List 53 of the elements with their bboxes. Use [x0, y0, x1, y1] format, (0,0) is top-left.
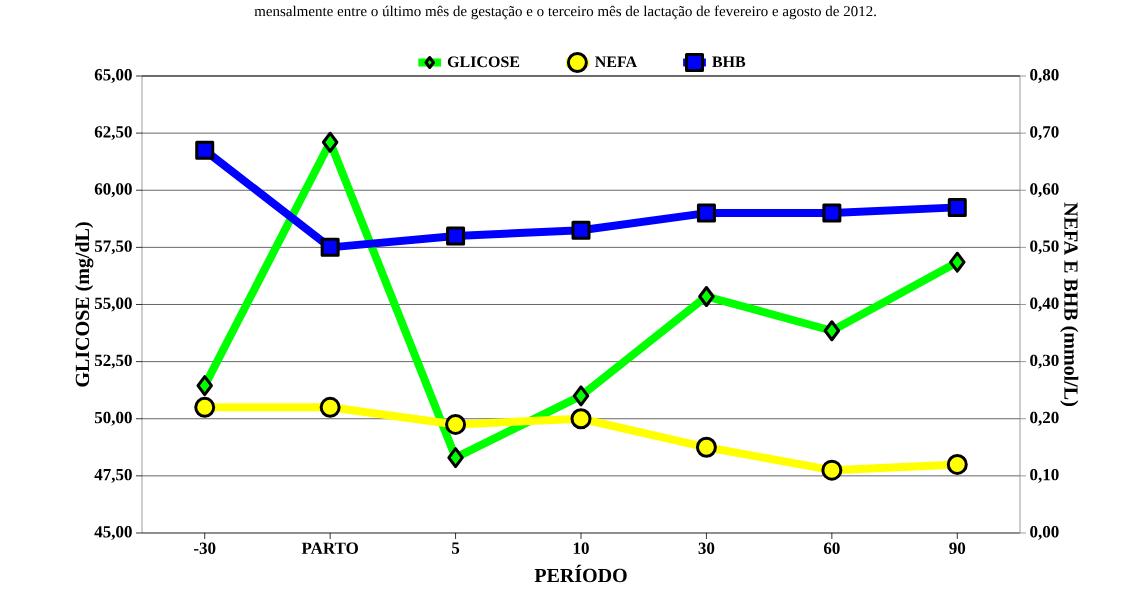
y-tick-label: 47,50: [94, 468, 132, 483]
point: [947, 197, 967, 217]
y-tick-label: 55,00: [94, 297, 132, 312]
point: [570, 408, 592, 430]
point: [822, 203, 842, 223]
point: [319, 396, 341, 418]
x-tick-label: 30: [698, 542, 715, 554]
y2-tick-label: 0,30: [1030, 354, 1059, 369]
x-tick-label: -30: [194, 542, 216, 554]
y-tick-label: 50,00: [94, 411, 132, 426]
x-tick-label: 10: [573, 542, 589, 554]
x-tick-label: 5: [452, 542, 460, 554]
point: [698, 285, 715, 307]
point: [695, 436, 717, 458]
point: [696, 203, 716, 223]
y-tick-label: 57,50: [94, 240, 132, 255]
y2-tick-label: 0,10: [1030, 468, 1059, 483]
y-tick-label: 52,50: [94, 354, 132, 369]
point: [320, 237, 340, 257]
legend-label: NEFA: [595, 56, 638, 68]
y-tick-label: 62,50: [94, 126, 132, 141]
point: [447, 447, 464, 469]
y2-axis-title: NEFA E BHB (mmol/L): [1060, 202, 1079, 406]
text: mensalmente entre o último mês de gestação e o terceiro mês de lactação de fevereiro e agosto de 2012.: [254, 5, 876, 20]
point: [821, 459, 843, 481]
y-tick-label: 65,00: [94, 69, 132, 83]
point: [446, 226, 466, 246]
y-tick-label: 60,00: [94, 183, 132, 198]
y2-tick-label: 0,40: [1030, 297, 1059, 312]
y2-tick-label: 0,60: [1030, 183, 1059, 198]
y2-tick-label: 0,70: [1030, 126, 1059, 141]
legend-label: GLICOSE: [447, 56, 520, 68]
point: [196, 375, 213, 397]
point: [823, 320, 841, 342]
point: [571, 220, 591, 240]
point: [946, 453, 968, 475]
x-axis-title: PERÍODO: [534, 564, 627, 583]
y-tick-label: 45,00: [94, 526, 132, 540]
y2-tick-label: 0,20: [1030, 411, 1059, 426]
y-axis-title: GLICOSE (mg/dL): [75, 222, 94, 387]
y2-tick-label: 0,80: [1030, 69, 1059, 83]
point: [194, 396, 216, 418]
x-tick-label: 60: [823, 542, 840, 554]
y2-tick-label: 0,50: [1030, 240, 1059, 255]
point: [445, 413, 467, 435]
point: [195, 140, 215, 160]
y2-tick-label: 0,00: [1030, 526, 1059, 540]
point: [321, 131, 339, 153]
legend-label: BHB: [712, 56, 746, 68]
point: [949, 251, 966, 273]
x-tick-label: PARTO: [301, 542, 358, 554]
point: [572, 385, 590, 407]
x-tick-label: 90: [949, 542, 966, 554]
